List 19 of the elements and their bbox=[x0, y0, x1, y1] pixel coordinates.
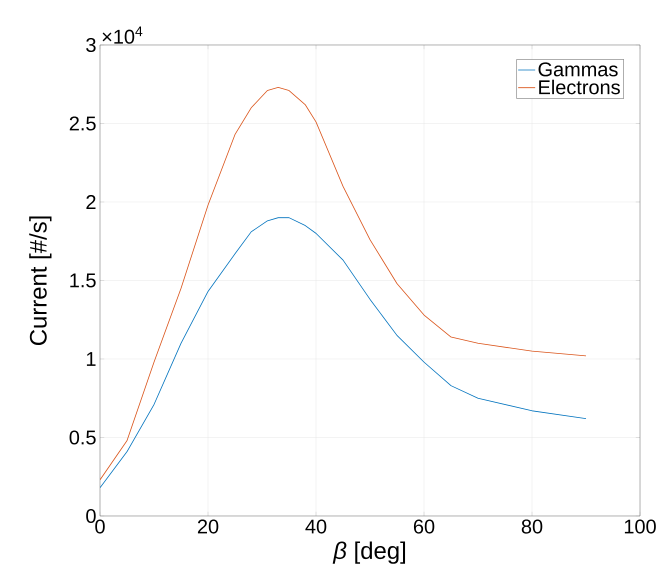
y-tick-label: 3 bbox=[86, 38, 96, 52]
x-tick-label: 60 bbox=[414, 520, 434, 534]
y-tick-label: 1 bbox=[86, 352, 96, 366]
y-tick-label: 1.5 bbox=[70, 274, 96, 288]
x-tick-label: 100 bbox=[624, 520, 656, 534]
x-tick-label: 20 bbox=[198, 520, 218, 534]
y-tick-label: 2.5 bbox=[70, 116, 96, 131]
y-tick-label: 0.5 bbox=[70, 430, 96, 445]
y-tick-label: 2 bbox=[86, 195, 96, 209]
legend-label: Electrons bbox=[539, 80, 620, 94]
x-tick-label: 40 bbox=[305, 520, 326, 534]
x-tick-label: 0 bbox=[95, 520, 105, 534]
legend-label: Gammas bbox=[538, 62, 618, 76]
y-axis-title: Current [#/s] bbox=[29, 216, 52, 346]
y-tick-label: 0 bbox=[86, 508, 96, 524]
text: ×10$^{4}$ bbox=[102, 26, 142, 44]
x-tick-label: 80 bbox=[522, 520, 542, 534]
line-series bbox=[100, 217, 586, 488]
x-axis-title: β [deg] bbox=[332, 542, 406, 564]
